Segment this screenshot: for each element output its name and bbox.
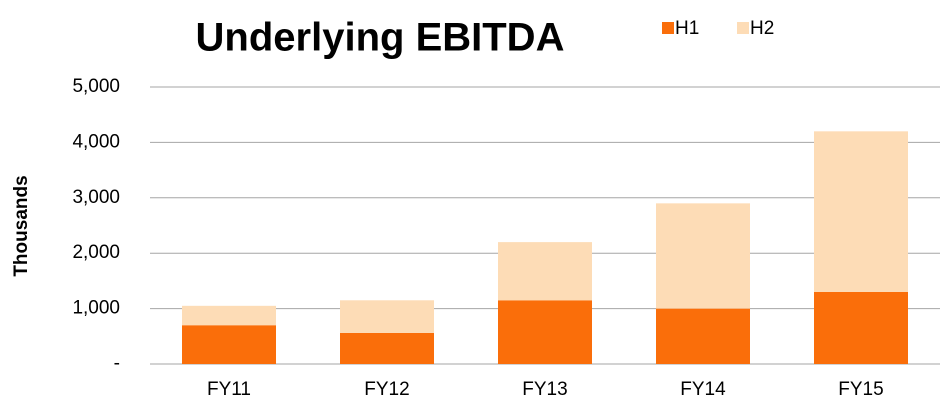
bar-segment (340, 300, 434, 333)
y-axis-label: Thousands (11, 175, 32, 276)
y-tick-label: - (114, 353, 120, 374)
legend-swatch (662, 22, 674, 34)
legend-swatch (737, 22, 749, 34)
x-tick-label: FY13 (522, 379, 567, 400)
legend-label: H2 (750, 18, 774, 39)
x-tick-label: FY11 (207, 379, 251, 400)
bar-segment (498, 242, 592, 301)
bar-segment (656, 203, 750, 309)
y-tick-label: 1,000 (72, 298, 120, 319)
bar-segment (814, 291, 908, 364)
bar-segment (814, 131, 908, 292)
bar-segment (182, 325, 276, 364)
y-tick-label: 5,000 (72, 76, 120, 97)
chart-title: Underlying EBITDA (196, 16, 565, 60)
bar-segment (340, 332, 434, 364)
y-tick-label: 2,000 (72, 242, 120, 263)
legend-label: H1 (675, 18, 699, 39)
y-tick-label: 3,000 (72, 187, 120, 208)
bar-segment (182, 305, 276, 326)
x-tick-label: FY15 (838, 379, 883, 400)
bar-segment (656, 308, 750, 364)
y-tick-label: 4,000 (72, 131, 120, 152)
x-tick-label: FY12 (364, 379, 409, 400)
x-tick-label: FY14 (680, 379, 726, 400)
bar-segment (498, 300, 592, 364)
